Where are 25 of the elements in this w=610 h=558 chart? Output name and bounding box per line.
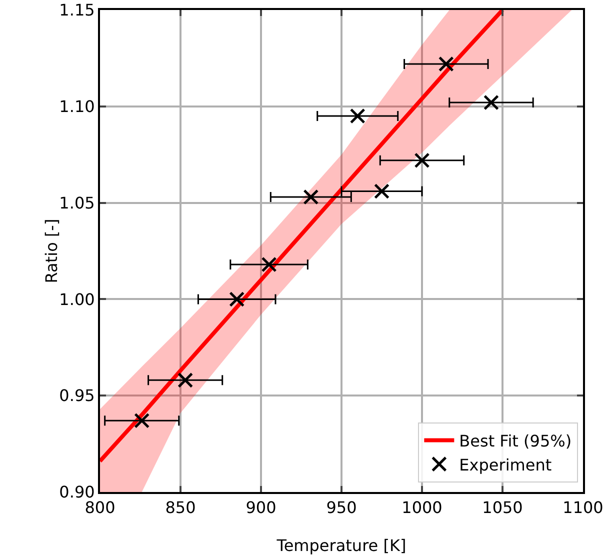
legend-label: Best Fit (95%) [459, 432, 572, 450]
point [134, 412, 150, 428]
x-tick-label: 900 [246, 498, 276, 518]
legend-label: Experiment [459, 455, 552, 474]
y-tick-label: 1.15 [59, 0, 95, 20]
point [303, 189, 319, 205]
x-tick-label: 850 [165, 498, 196, 518]
x-tick-label: 1100 [562, 498, 604, 518]
point [414, 152, 430, 168]
point [483, 94, 499, 110]
point [438, 56, 454, 72]
y-axis-title: Ratio [-] [42, 218, 61, 284]
y-tick-label: 1.05 [59, 193, 95, 212]
point [261, 256, 277, 272]
point [229, 291, 245, 307]
x-tick-label: 1000 [402, 498, 442, 518]
y-tick-label: 1.10 [59, 97, 95, 116]
point [178, 372, 194, 388]
y-tick-label: 0.95 [59, 386, 95, 406]
point [374, 183, 390, 199]
x-tick-label: 1050 [482, 498, 523, 518]
y-tick-label: 1.00 [59, 290, 95, 309]
point [350, 108, 366, 124]
x-tick-label: 950 [326, 498, 357, 518]
x-axis-title: Temperature [K] [276, 536, 406, 555]
